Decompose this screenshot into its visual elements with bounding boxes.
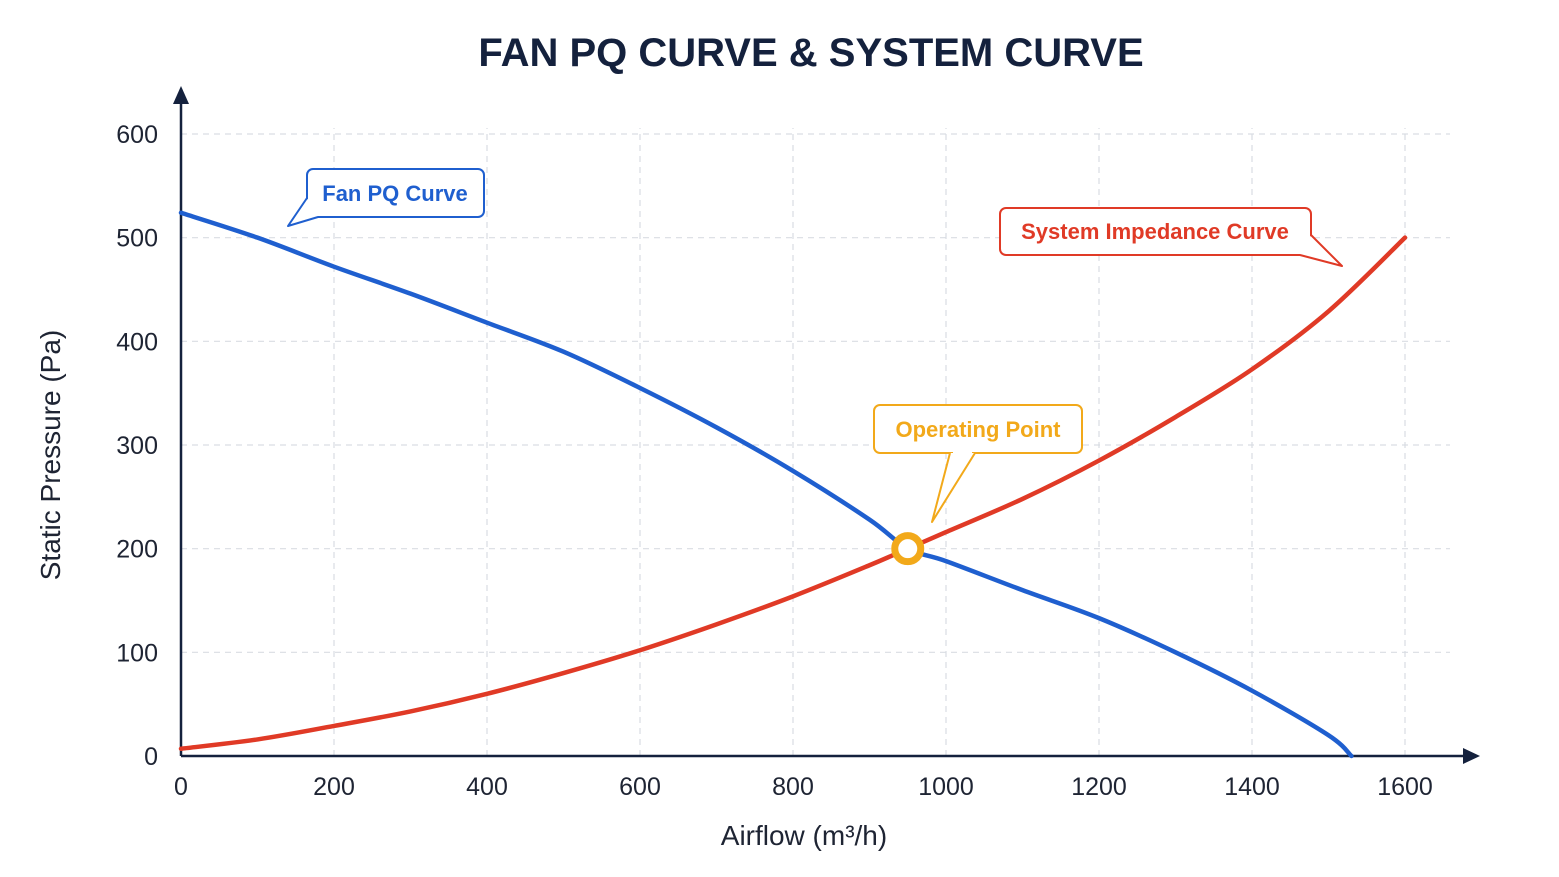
system-callout-pointer [1299, 234, 1343, 267]
x-tick-label: 200 [313, 773, 355, 801]
x-tick-label: 400 [466, 773, 508, 801]
x-tick-label: 600 [619, 773, 661, 801]
x-tick-label: 1000 [918, 773, 974, 801]
fan-callout: Fan PQ Curve [287, 168, 485, 227]
x-tick-label: 800 [772, 773, 814, 801]
operating-callout-pointer [931, 452, 976, 523]
operating-point-group [891, 532, 925, 566]
x-tick-labels: 0 200 400 600 800 1000 1200 1400 1600 [174, 773, 1433, 801]
fan-pq-curve-line [178, 210, 1354, 759]
y-tick-labels: 0 100 200 300 400 500 600 [116, 121, 158, 771]
y-tick-label: 0 [144, 743, 158, 771]
x-tick-label: 1200 [1071, 773, 1127, 801]
x-tick-label: 1400 [1224, 773, 1280, 801]
fan-callout-text: Fan PQ Curve [322, 181, 467, 206]
y-tick-label: 200 [116, 536, 158, 564]
y-tick-label: 100 [116, 639, 158, 667]
x-tick-label: 1600 [1377, 773, 1433, 801]
y-tick-label: 300 [116, 432, 158, 460]
chart-title: FAN PQ CURVE & SYSTEM CURVE [478, 31, 1143, 75]
y-tick-label: 500 [116, 225, 158, 253]
y-tick-label: 600 [116, 121, 158, 149]
y-axis-label: Static Pressure (Pa) [35, 330, 66, 581]
system-impedance-curve-line [178, 235, 1408, 751]
system-callout-text: System Impedance Curve [1021, 219, 1289, 244]
operating-callout-box [873, 404, 1083, 454]
x-axis-arrow [1463, 748, 1480, 764]
operating-callout: Operating Point [873, 404, 1083, 523]
axes [173, 86, 1480, 764]
operating-callout-text: Operating Point [896, 417, 1062, 442]
x-axis-label: Airflow (m³/h) [721, 820, 887, 851]
series-lines [178, 210, 1408, 759]
system-callout: System Impedance Curve [999, 207, 1343, 267]
operating-point-marker [891, 532, 925, 566]
y-axis-arrow [173, 86, 189, 104]
y-tick-label: 400 [116, 328, 158, 356]
x-tick-label: 0 [174, 773, 188, 801]
fan-callout-box [306, 168, 485, 218]
